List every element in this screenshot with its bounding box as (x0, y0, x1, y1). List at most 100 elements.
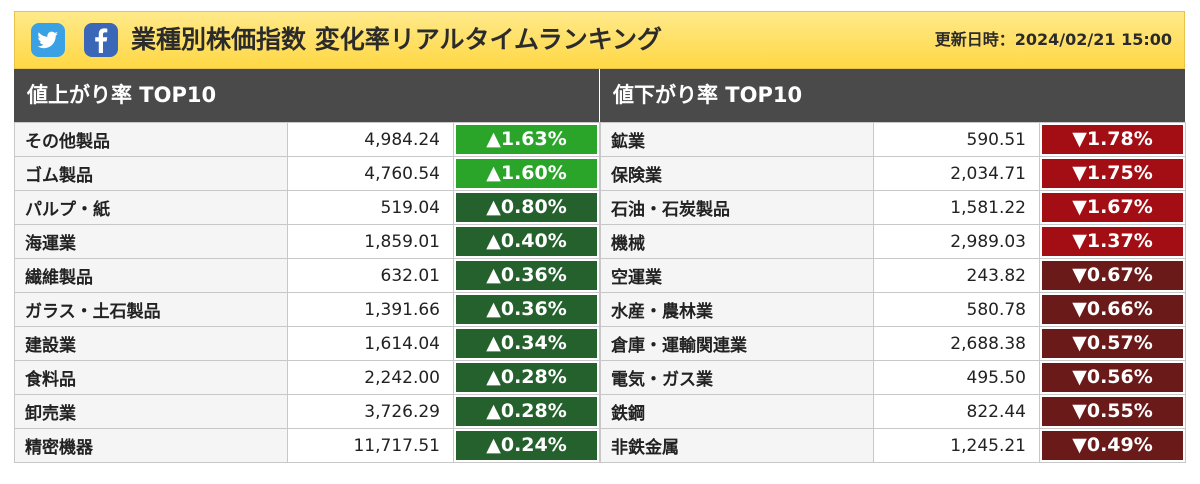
index-value: 2,989.03 (873, 224, 1040, 259)
sector-name: パルプ・紙 (14, 190, 288, 225)
losers-table: 鉱業 590.51 ▼1.78% 保険業 2,034.71 ▼1.75% 石油・石炭製品 1,… (600, 122, 1186, 463)
sector-name: 鉱業 (600, 122, 874, 157)
sector-name: 卸売業 (14, 394, 288, 429)
change-cell: ▲1.60% (453, 156, 600, 191)
change-rate-badge: ▲0.80% (456, 193, 597, 222)
page-title: 業種別株価指数 変化率リアルタイムランキング (131, 25, 662, 54)
table-row: 海運業 1,859.01 ▲0.40% (14, 224, 600, 259)
table-row: 精密機器 11,717.51 ▲0.24% (14, 428, 600, 463)
change-rate-badge: ▼0.56% (1042, 363, 1183, 392)
change-rate-badge: ▲0.34% (456, 329, 597, 358)
table-row: 機械 2,989.03 ▼1.37% (600, 224, 1186, 259)
index-value: 495.50 (873, 360, 1040, 395)
change-rate-badge: ▲0.24% (456, 431, 597, 460)
index-value: 519.04 (287, 190, 454, 225)
change-rate-badge: ▼0.55% (1042, 397, 1183, 426)
change-rate-badge: ▼1.75% (1042, 159, 1183, 188)
table-row: 電気・ガス業 495.50 ▼0.56% (600, 360, 1186, 395)
change-rate-badge: ▼1.67% (1042, 193, 1183, 222)
change-rate-badge: ▲0.36% (456, 261, 597, 290)
last-updated-label: 更新日時： (934, 30, 1015, 49)
table-row: 鉄鋼 822.44 ▼0.55% (600, 394, 1186, 429)
index-value: 632.01 (287, 258, 454, 293)
sector-name: 鉄鋼 (600, 394, 874, 429)
sector-name: ゴム製品 (14, 156, 288, 191)
change-cell: ▲0.40% (453, 224, 600, 259)
index-value: 3,726.29 (287, 394, 454, 429)
change-cell: ▲1.63% (453, 122, 600, 157)
change-cell: ▲0.28% (453, 360, 600, 395)
table-row: 倉庫・運輸関連業 2,688.38 ▼0.57% (600, 326, 1186, 361)
sector-name: 精密機器 (14, 428, 288, 463)
index-value: 243.82 (873, 258, 1040, 293)
table-row: ガラス・土石製品 1,391.66 ▲0.36% (14, 292, 600, 327)
change-cell: ▼0.57% (1039, 326, 1186, 361)
index-value: 2,034.71 (873, 156, 1040, 191)
header-bar: 業種別株価指数 変化率リアルタイムランキング 更新日時：2024/02/21 1… (14, 11, 1185, 69)
losers-title: 値下がり率 TOP10 (600, 69, 1185, 122)
table-row: 鉱業 590.51 ▼1.78% (600, 122, 1186, 157)
sector-name: 電気・ガス業 (600, 360, 874, 395)
table-row: 水産・農林業 580.78 ▼0.66% (600, 292, 1186, 327)
gainers-title: 値上がり率 TOP10 (14, 69, 599, 122)
index-value: 2,688.38 (873, 326, 1040, 361)
change-rate-badge: ▼1.37% (1042, 227, 1183, 256)
sector-name: 繊維製品 (14, 258, 288, 293)
change-cell: ▼0.56% (1039, 360, 1186, 395)
sector-name: 石油・石炭製品 (600, 190, 874, 225)
change-cell: ▼1.67% (1039, 190, 1186, 225)
table-row: 食料品 2,242.00 ▲0.28% (14, 360, 600, 395)
table-row: 保険業 2,034.71 ▼1.75% (600, 156, 1186, 191)
change-cell: ▼1.78% (1039, 122, 1186, 157)
change-cell: ▼0.66% (1039, 292, 1186, 327)
change-rate-badge: ▼0.67% (1042, 261, 1183, 290)
index-value: 1,391.66 (287, 292, 454, 327)
change-rate-badge: ▲1.63% (456, 125, 597, 154)
facebook-f-icon (95, 28, 108, 53)
change-cell: ▼1.75% (1039, 156, 1186, 191)
last-updated: 更新日時：2024/02/21 15:00 (935, 12, 1172, 68)
sector-name: 海運業 (14, 224, 288, 259)
change-cell: ▼0.49% (1039, 428, 1186, 463)
sector-name: 倉庫・運輸関連業 (600, 326, 874, 361)
sector-name: 非鉄金属 (600, 428, 874, 463)
sector-name: ガラス・土石製品 (14, 292, 288, 327)
index-value: 1,614.04 (287, 326, 454, 361)
change-cell: ▲0.24% (453, 428, 600, 463)
change-cell: ▲0.80% (453, 190, 600, 225)
change-cell: ▲0.28% (453, 394, 600, 429)
change-cell: ▼0.55% (1039, 394, 1186, 429)
index-value: 2,242.00 (287, 360, 454, 395)
change-rate-badge: ▼1.78% (1042, 125, 1183, 154)
change-rate-badge: ▲0.28% (456, 363, 597, 392)
index-value: 590.51 (873, 122, 1040, 157)
change-rate-badge: ▲1.60% (456, 159, 597, 188)
table-row: 建設業 1,614.04 ▲0.34% (14, 326, 600, 361)
table-row: 卸売業 3,726.29 ▲0.28% (14, 394, 600, 429)
change-rate-badge: ▲0.40% (456, 227, 597, 256)
index-value: 580.78 (873, 292, 1040, 327)
sector-name: その他製品 (14, 122, 288, 157)
index-value: 11,717.51 (287, 428, 454, 463)
change-rate-badge: ▼0.49% (1042, 431, 1183, 460)
sector-name: 建設業 (14, 326, 288, 361)
sector-name: 機械 (600, 224, 874, 259)
change-rate-badge: ▼0.57% (1042, 329, 1183, 358)
index-value: 1,859.01 (287, 224, 454, 259)
table-row: パルプ・紙 519.04 ▲0.80% (14, 190, 600, 225)
losers-panel: 値下がり率 TOP10 鉱業 590.51 ▼1.78% 保険業 2,034.71 ▼1.… (600, 69, 1186, 463)
change-cell: ▲0.34% (453, 326, 600, 361)
change-rate-badge: ▼0.66% (1042, 295, 1183, 324)
sector-name: 保険業 (600, 156, 874, 191)
index-value: 4,760.54 (287, 156, 454, 191)
facebook-share-button[interactable] (84, 23, 118, 57)
index-value: 1,245.21 (873, 428, 1040, 463)
sector-name: 水産・農林業 (600, 292, 874, 327)
table-row: ゴム製品 4,760.54 ▲1.60% (14, 156, 600, 191)
index-value: 4,984.24 (287, 122, 454, 157)
twitter-share-button[interactable] (31, 23, 65, 57)
gainers-panel: 値上がり率 TOP10 その他製品 4,984.24 ▲1.63% ゴム製品 4,760… (14, 69, 600, 463)
index-value: 1,581.22 (873, 190, 1040, 225)
change-cell: ▼0.67% (1039, 258, 1186, 293)
change-cell: ▼1.37% (1039, 224, 1186, 259)
